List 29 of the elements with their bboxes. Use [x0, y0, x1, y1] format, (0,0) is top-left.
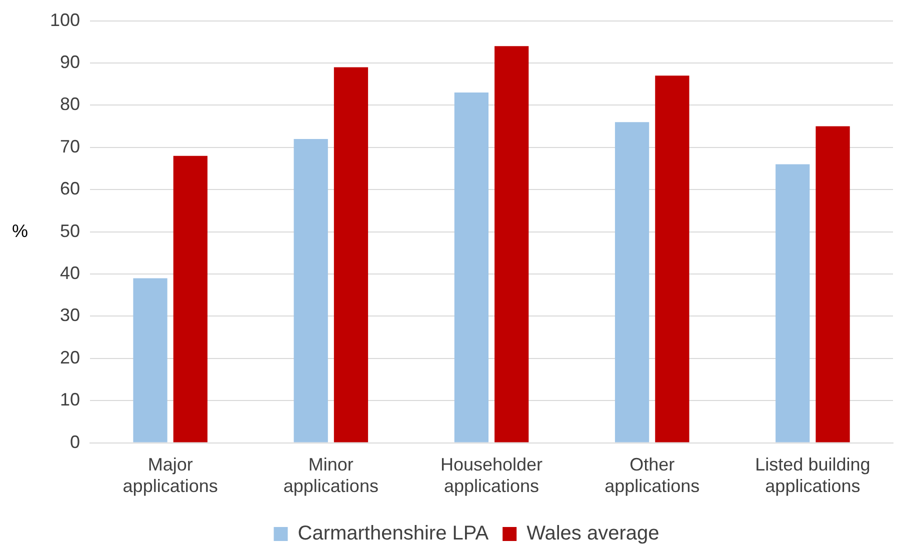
bar	[133, 278, 168, 442]
bar	[173, 156, 208, 442]
y-tick-label: 80	[60, 94, 80, 114]
bar	[776, 164, 810, 442]
bar	[454, 92, 489, 442]
x-tick-label: Listed building applications	[755, 454, 870, 496]
y-tick-label: 90	[60, 52, 80, 72]
bar	[816, 126, 850, 442]
y-tick-label: 50	[60, 220, 80, 241]
x-tick-label: Major applications	[122, 454, 218, 496]
x-tick-label: Minor applications	[283, 454, 378, 496]
legend-label: Wales average	[526, 522, 660, 545]
legend-label: Carmarthenshire LPA	[298, 522, 490, 545]
bar	[614, 122, 650, 442]
bar	[655, 76, 690, 442]
y-tick-label: 0	[70, 432, 80, 452]
y-tick-label: 20	[60, 347, 80, 368]
y-tick-label: 100	[50, 10, 80, 30]
y-tick-label: 60	[60, 178, 80, 199]
y-tick-label: 40	[60, 262, 80, 283]
bar	[334, 67, 368, 442]
bar	[294, 138, 328, 442]
y-tick-label: 70	[60, 136, 80, 156]
x-tick-label: Other applications	[604, 454, 700, 496]
x-tick-label: Householder applications	[440, 454, 543, 496]
y-axis-title: %	[12, 220, 28, 241]
y-tick-label: 10	[60, 390, 80, 410]
bar	[494, 46, 529, 442]
y-tick-label: 30	[60, 305, 80, 326]
